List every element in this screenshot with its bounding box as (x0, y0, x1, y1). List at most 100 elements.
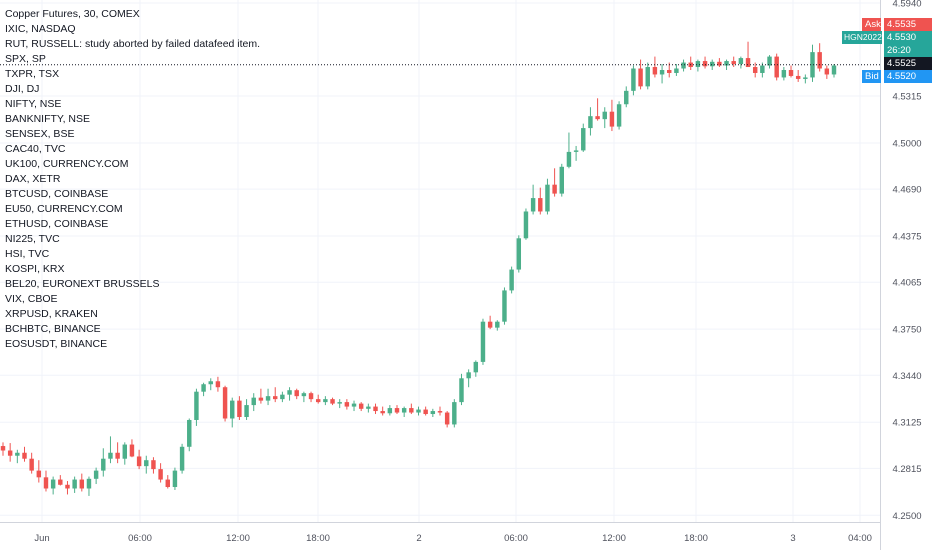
candle-body (495, 321, 500, 328)
candle-body (251, 397, 256, 406)
legend-title[interactable]: Copper Futures, 30, COMEX (5, 8, 140, 20)
legend-symbol[interactable]: DAX, XETR (5, 173, 61, 185)
price-tick-label: 4.5315 (892, 92, 921, 103)
legend-symbol[interactable]: ETHUSD, COINBASE (5, 218, 109, 230)
candle-body (108, 452, 113, 459)
candle-body (58, 479, 63, 485)
candle-body (86, 478, 92, 489)
ask-price-tag: 4.5535 (884, 18, 932, 31)
legend-symbol[interactable]: EOSUSDT, BINANCE (5, 338, 108, 350)
time-axis-labels: Jun 06:00 12:00 18:00 2 06:00 12:00 18:00 3 04:00 (34, 533, 872, 544)
legend-symbol[interactable]: SPX, SP (5, 53, 46, 65)
legend-symbol[interactable]: BCHBTC, BINANCE (5, 323, 101, 335)
candle-body (215, 381, 221, 388)
legend-symbol[interactable]: RUT, RUSSELL: study aborted by failed da… (5, 38, 261, 50)
candle-body (437, 411, 443, 413)
candle-body (480, 321, 486, 362)
candle-body (358, 403, 364, 409)
candle-body (638, 68, 643, 87)
candle-body (631, 68, 636, 91)
legend-symbol[interactable]: SENSEX, BSE (5, 128, 75, 140)
legend-symbol[interactable]: HSI, TVC (5, 248, 50, 260)
price-tick-label: 4.3440 (892, 371, 921, 382)
candle-body (459, 378, 464, 403)
candle-body (430, 411, 436, 415)
candle-body (158, 469, 163, 480)
candle-body (179, 446, 185, 471)
candle-body (294, 390, 299, 397)
legend-symbol[interactable]: UK100, CURRENCY.COM (5, 158, 129, 170)
candle-body (265, 396, 271, 401)
legend-symbol[interactable]: TXPR, TSX (5, 68, 60, 80)
candle-body (22, 452, 27, 459)
candle-body (824, 68, 830, 75)
candle-body (308, 393, 314, 400)
candle-body (752, 67, 758, 73)
price-tick-label: 4.4690 (892, 185, 921, 196)
candle-body (803, 77, 808, 79)
axes (0, 0, 881, 550)
candle-body (659, 69, 665, 75)
candle-body (817, 52, 822, 69)
legend-symbol[interactable]: KOSPI, KRX (5, 263, 65, 275)
legend-symbol[interactable]: IXIC, NASDAQ (5, 23, 76, 35)
candle-body (760, 65, 765, 73)
candle-body (724, 61, 729, 66)
bid-label: Bid (862, 70, 881, 83)
candle-body (444, 412, 450, 425)
last-price-tag: 4.5530 (884, 31, 932, 44)
candle-body (745, 58, 751, 68)
legend-symbol[interactable]: DJI, DJ (5, 83, 40, 95)
legend-symbol[interactable]: BEL20, EURONEXT BRUSSELS (5, 278, 160, 290)
time-tick-label: 04:00 (848, 533, 872, 544)
candle-body (602, 111, 607, 120)
candle-body (466, 372, 471, 379)
bid-price-tag: 4.5520 (884, 70, 932, 83)
legend-symbol[interactable]: BANKNIFTY, NSE (5, 113, 90, 125)
candle-body (79, 479, 85, 489)
candle-body (208, 381, 213, 385)
legend-symbol[interactable]: XRPUSD, KRAKEN (5, 308, 98, 320)
crosshair-price-tag: 4.5525 (884, 57, 932, 70)
legend-symbol[interactable]: BTCUSD, COINBASE (5, 188, 109, 200)
candle-body (237, 400, 242, 418)
candle-body (36, 470, 42, 478)
price-tick-label: 4.2500 (892, 511, 921, 522)
grid-lines (0, 0, 880, 522)
candle-body (595, 116, 600, 120)
candle-body (538, 198, 543, 212)
symbol-label: HGN2022 (842, 31, 882, 44)
candle-body (7, 450, 13, 456)
legend-symbol[interactable]: NIFTY, NSE (5, 98, 62, 110)
time-tick-label: Jun (34, 533, 49, 544)
candle-body (674, 68, 679, 73)
candle-body (416, 409, 421, 413)
candle-body (709, 61, 715, 67)
candle-body (573, 150, 579, 152)
candle-body (516, 238, 522, 270)
price-tick-label: 4.5940 (892, 0, 921, 9)
candle-body (380, 411, 385, 414)
legend-symbol[interactable]: NI225, TVC (5, 233, 60, 245)
candle-body (624, 90, 629, 105)
candle-body (502, 290, 507, 322)
candle-body (366, 406, 371, 409)
candle-body (194, 391, 199, 420)
time-tick-label: 06:00 (128, 533, 152, 544)
legend-symbol[interactable]: EU50, CURRENCY.COM (5, 203, 123, 215)
candle-body (15, 452, 20, 456)
candle-body (50, 479, 56, 489)
candle-body (523, 211, 529, 239)
legend-symbol[interactable]: VIX, CBOE (5, 293, 58, 305)
candle-body (129, 444, 135, 457)
candle-body (93, 470, 99, 479)
candles (0, 41, 880, 496)
candle-body (115, 452, 120, 459)
price-tick-label: 4.4065 (892, 278, 921, 289)
candle-body (559, 166, 564, 194)
legend-symbol[interactable]: CAC40, TVC (5, 143, 66, 155)
candle-body (373, 406, 378, 412)
candle-body (552, 184, 557, 194)
